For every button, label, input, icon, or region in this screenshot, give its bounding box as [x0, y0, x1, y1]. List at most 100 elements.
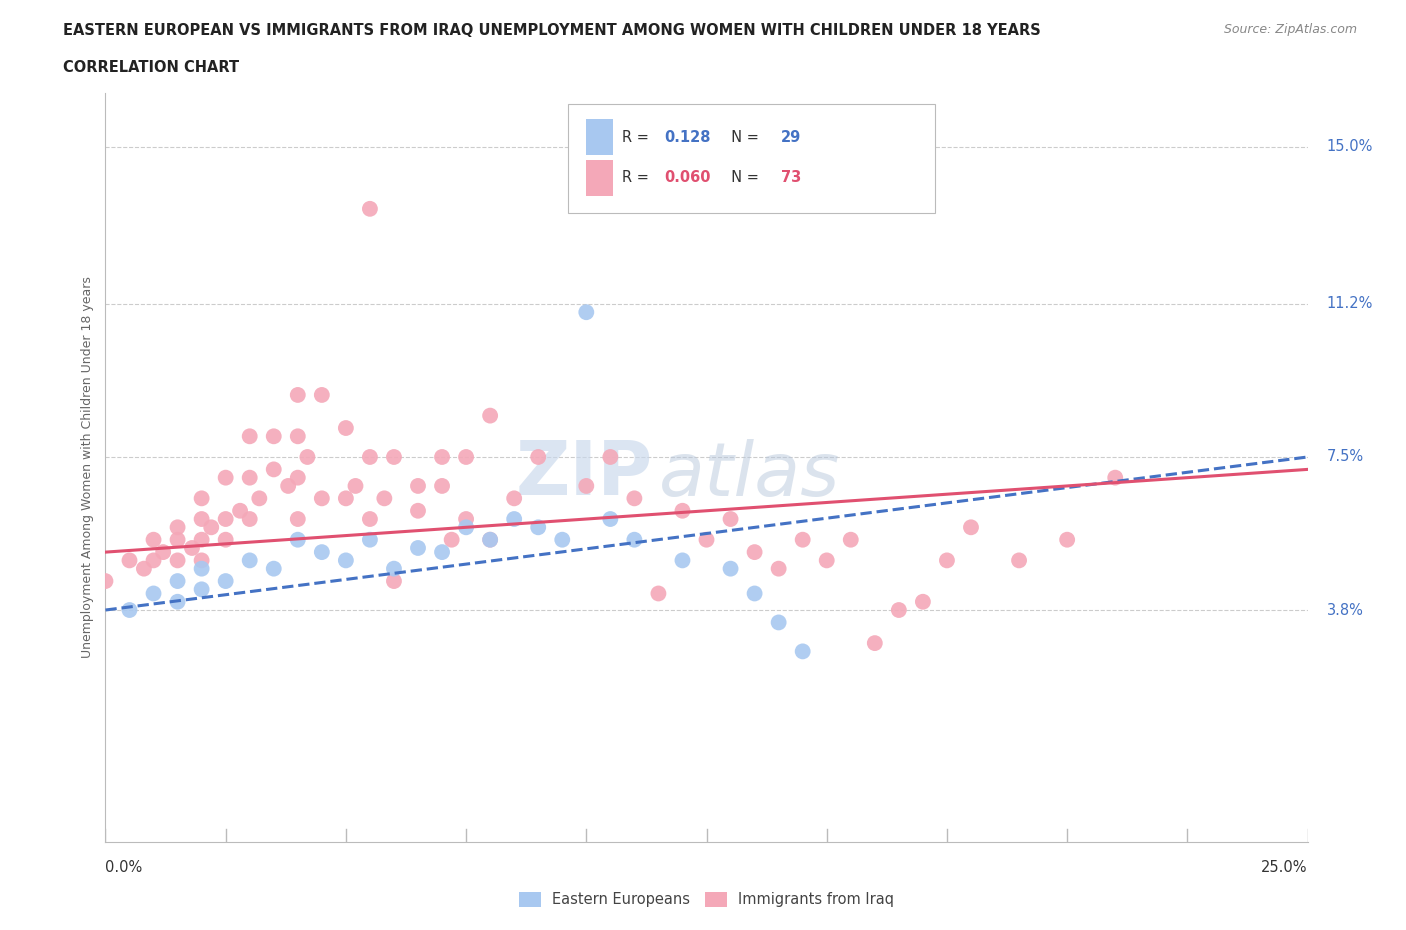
- Point: [142, 553, 165, 568]
- Point: [647, 586, 669, 601]
- Point: [671, 503, 693, 518]
- Point: [239, 429, 262, 444]
- Point: [344, 479, 367, 494]
- Point: [623, 532, 645, 547]
- Point: [1056, 532, 1078, 547]
- Point: [214, 471, 236, 485]
- Point: [359, 202, 381, 217]
- Point: [815, 553, 838, 568]
- Point: [382, 449, 405, 464]
- Point: [181, 540, 204, 555]
- Point: [382, 561, 405, 576]
- Point: [118, 603, 141, 618]
- Point: [887, 603, 910, 618]
- Point: [263, 429, 285, 444]
- Point: [239, 512, 262, 526]
- Text: EASTERN EUROPEAN VS IMMIGRANTS FROM IRAQ UNEMPLOYMENT AMONG WOMEN WITH CHILDREN : EASTERN EUROPEAN VS IMMIGRANTS FROM IRAQ…: [63, 23, 1040, 38]
- Text: 0.060: 0.060: [665, 170, 711, 185]
- Point: [190, 512, 212, 526]
- Text: CORRELATION CHART: CORRELATION CHART: [63, 60, 239, 75]
- Point: [1104, 471, 1126, 485]
- Point: [335, 553, 357, 568]
- Point: [406, 540, 429, 555]
- Point: [406, 479, 429, 494]
- Point: [744, 586, 766, 601]
- Point: [287, 388, 309, 403]
- Point: [527, 520, 550, 535]
- Point: [373, 491, 395, 506]
- Point: [311, 388, 333, 403]
- Point: [454, 512, 477, 526]
- Point: [247, 491, 270, 506]
- Point: [768, 561, 790, 576]
- Point: [214, 532, 236, 547]
- Text: 73: 73: [782, 170, 801, 185]
- Point: [575, 305, 598, 320]
- Text: 29: 29: [782, 129, 801, 145]
- Point: [599, 449, 621, 464]
- Point: [911, 594, 934, 609]
- Point: [382, 574, 405, 589]
- Point: [229, 503, 252, 518]
- Text: 0.0%: 0.0%: [105, 860, 142, 875]
- Point: [768, 615, 790, 630]
- Point: [671, 553, 693, 568]
- Point: [142, 532, 165, 547]
- Point: [527, 449, 550, 464]
- Point: [359, 449, 381, 464]
- Point: [1008, 553, 1031, 568]
- Point: [152, 545, 174, 560]
- Text: 0.128: 0.128: [665, 129, 711, 145]
- Point: [599, 512, 621, 526]
- Point: [479, 532, 502, 547]
- Bar: [586, 160, 613, 195]
- Point: [744, 545, 766, 560]
- Point: [190, 582, 212, 597]
- Text: ZIP: ZIP: [515, 438, 652, 512]
- Text: 15.0%: 15.0%: [1327, 140, 1374, 154]
- Point: [623, 491, 645, 506]
- Point: [263, 462, 285, 477]
- Point: [132, 561, 155, 576]
- Point: [575, 479, 598, 494]
- Point: [166, 553, 188, 568]
- Point: [287, 512, 309, 526]
- Text: N =: N =: [723, 129, 763, 145]
- FancyBboxPatch shape: [568, 104, 935, 213]
- Point: [277, 479, 299, 494]
- Point: [190, 561, 212, 576]
- Point: [430, 449, 453, 464]
- Point: [720, 561, 742, 576]
- Bar: [586, 119, 613, 155]
- Point: [142, 586, 165, 601]
- Point: [200, 520, 222, 535]
- Point: [190, 532, 212, 547]
- Point: [335, 420, 357, 435]
- Point: [406, 503, 429, 518]
- Point: [263, 561, 285, 576]
- Point: [551, 532, 574, 547]
- Point: [479, 408, 502, 423]
- Text: 7.5%: 7.5%: [1327, 449, 1364, 464]
- Point: [720, 512, 742, 526]
- Point: [440, 532, 463, 547]
- Text: atlas: atlas: [658, 439, 839, 511]
- Point: [839, 532, 862, 547]
- Point: [166, 520, 188, 535]
- Point: [287, 532, 309, 547]
- Point: [94, 574, 117, 589]
- Text: 25.0%: 25.0%: [1261, 860, 1308, 875]
- Point: [166, 574, 188, 589]
- Point: [214, 574, 236, 589]
- Point: [166, 532, 188, 547]
- Point: [359, 512, 381, 526]
- Text: R =: R =: [623, 129, 654, 145]
- Point: [214, 512, 236, 526]
- Point: [479, 532, 502, 547]
- Point: [287, 471, 309, 485]
- Text: Source: ZipAtlas.com: Source: ZipAtlas.com: [1223, 23, 1357, 36]
- Point: [454, 449, 477, 464]
- Point: [792, 532, 814, 547]
- Point: [936, 553, 959, 568]
- Point: [287, 429, 309, 444]
